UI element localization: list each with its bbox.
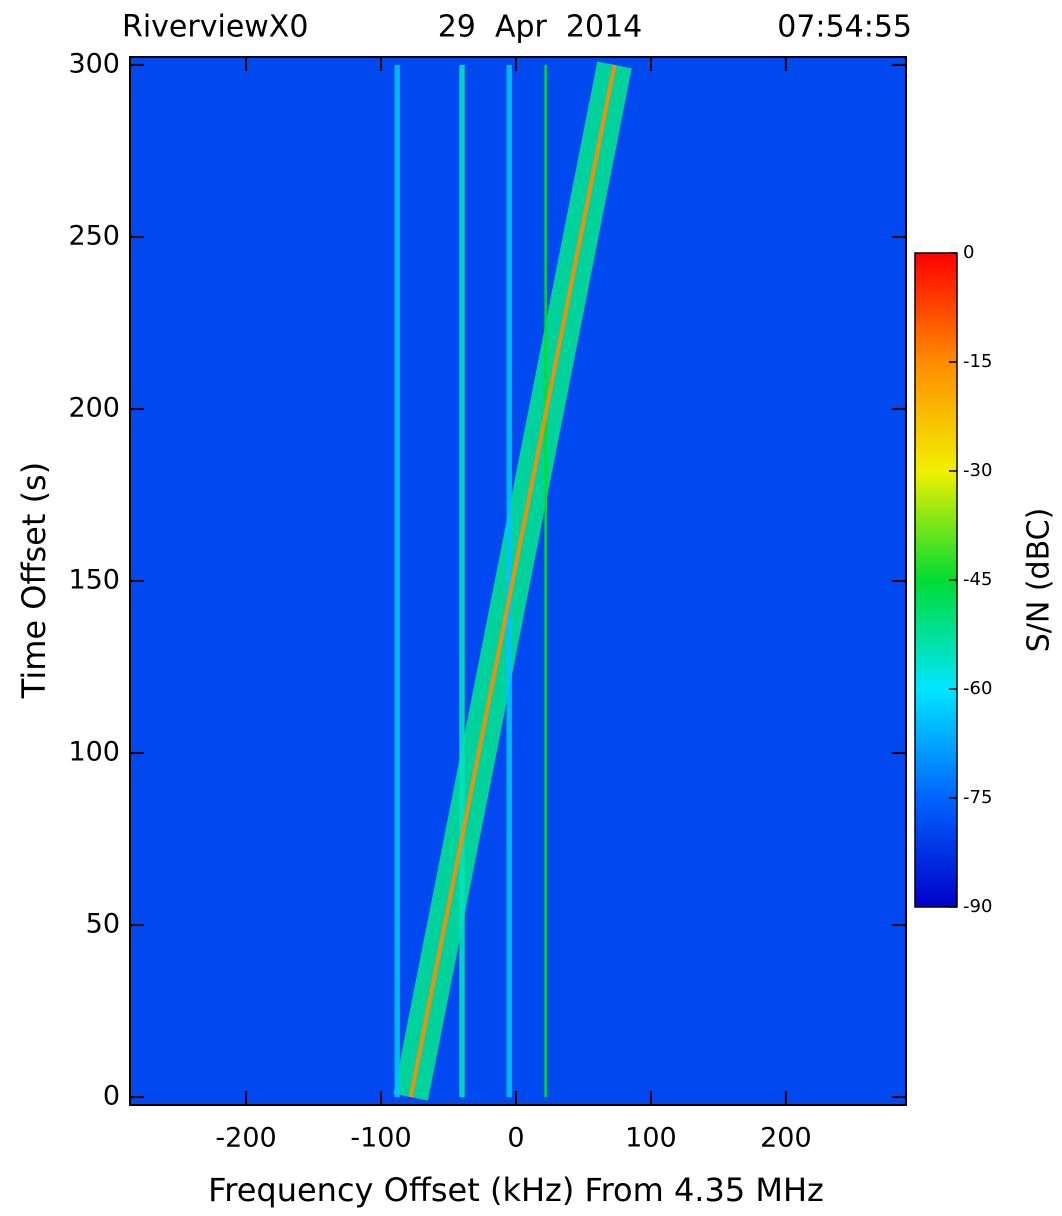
station-title: RiverviewX0 — [122, 10, 308, 45]
colorbar-tick-label: -75 — [963, 787, 992, 808]
colorbar-tick-label: -15 — [963, 351, 992, 372]
date-title: 29 Apr 2014 — [438, 10, 643, 45]
x-tick-label: 200 — [760, 1123, 812, 1154]
colorbar-tick-label: -45 — [963, 569, 992, 590]
x-tick-label: 0 — [507, 1123, 524, 1154]
y-tick-label: 250 — [68, 220, 120, 251]
time-title: 07:54:55 — [777, 10, 912, 45]
x-axis-label: Frequency Offset (kHz) From 4.35 MHz — [208, 1171, 824, 1209]
colorbar-tick-label: -30 — [963, 460, 992, 481]
y-tick-label: 0 — [103, 1081, 120, 1112]
x-tick-label: -200 — [215, 1123, 276, 1154]
x-tick-label: -100 — [350, 1123, 411, 1154]
colorbar-tick-label: -90 — [963, 896, 992, 917]
y-tick-label: 150 — [68, 565, 120, 596]
y-tick-label: 100 — [68, 737, 120, 768]
colorbar-tick-label: 0 — [963, 242, 974, 263]
y-tick-label: 300 — [68, 48, 120, 79]
colorbar-label: S/N (dBC) — [1022, 508, 1057, 653]
y-tick-label: 200 — [68, 392, 120, 423]
x-tick-label: 100 — [625, 1123, 677, 1154]
y-tick-label: 50 — [86, 909, 120, 940]
y-axis-label: Time Offset (s) — [15, 462, 53, 699]
signal-trace — [408, 64, 617, 1098]
colorbar-tick-label: -60 — [963, 678, 992, 699]
